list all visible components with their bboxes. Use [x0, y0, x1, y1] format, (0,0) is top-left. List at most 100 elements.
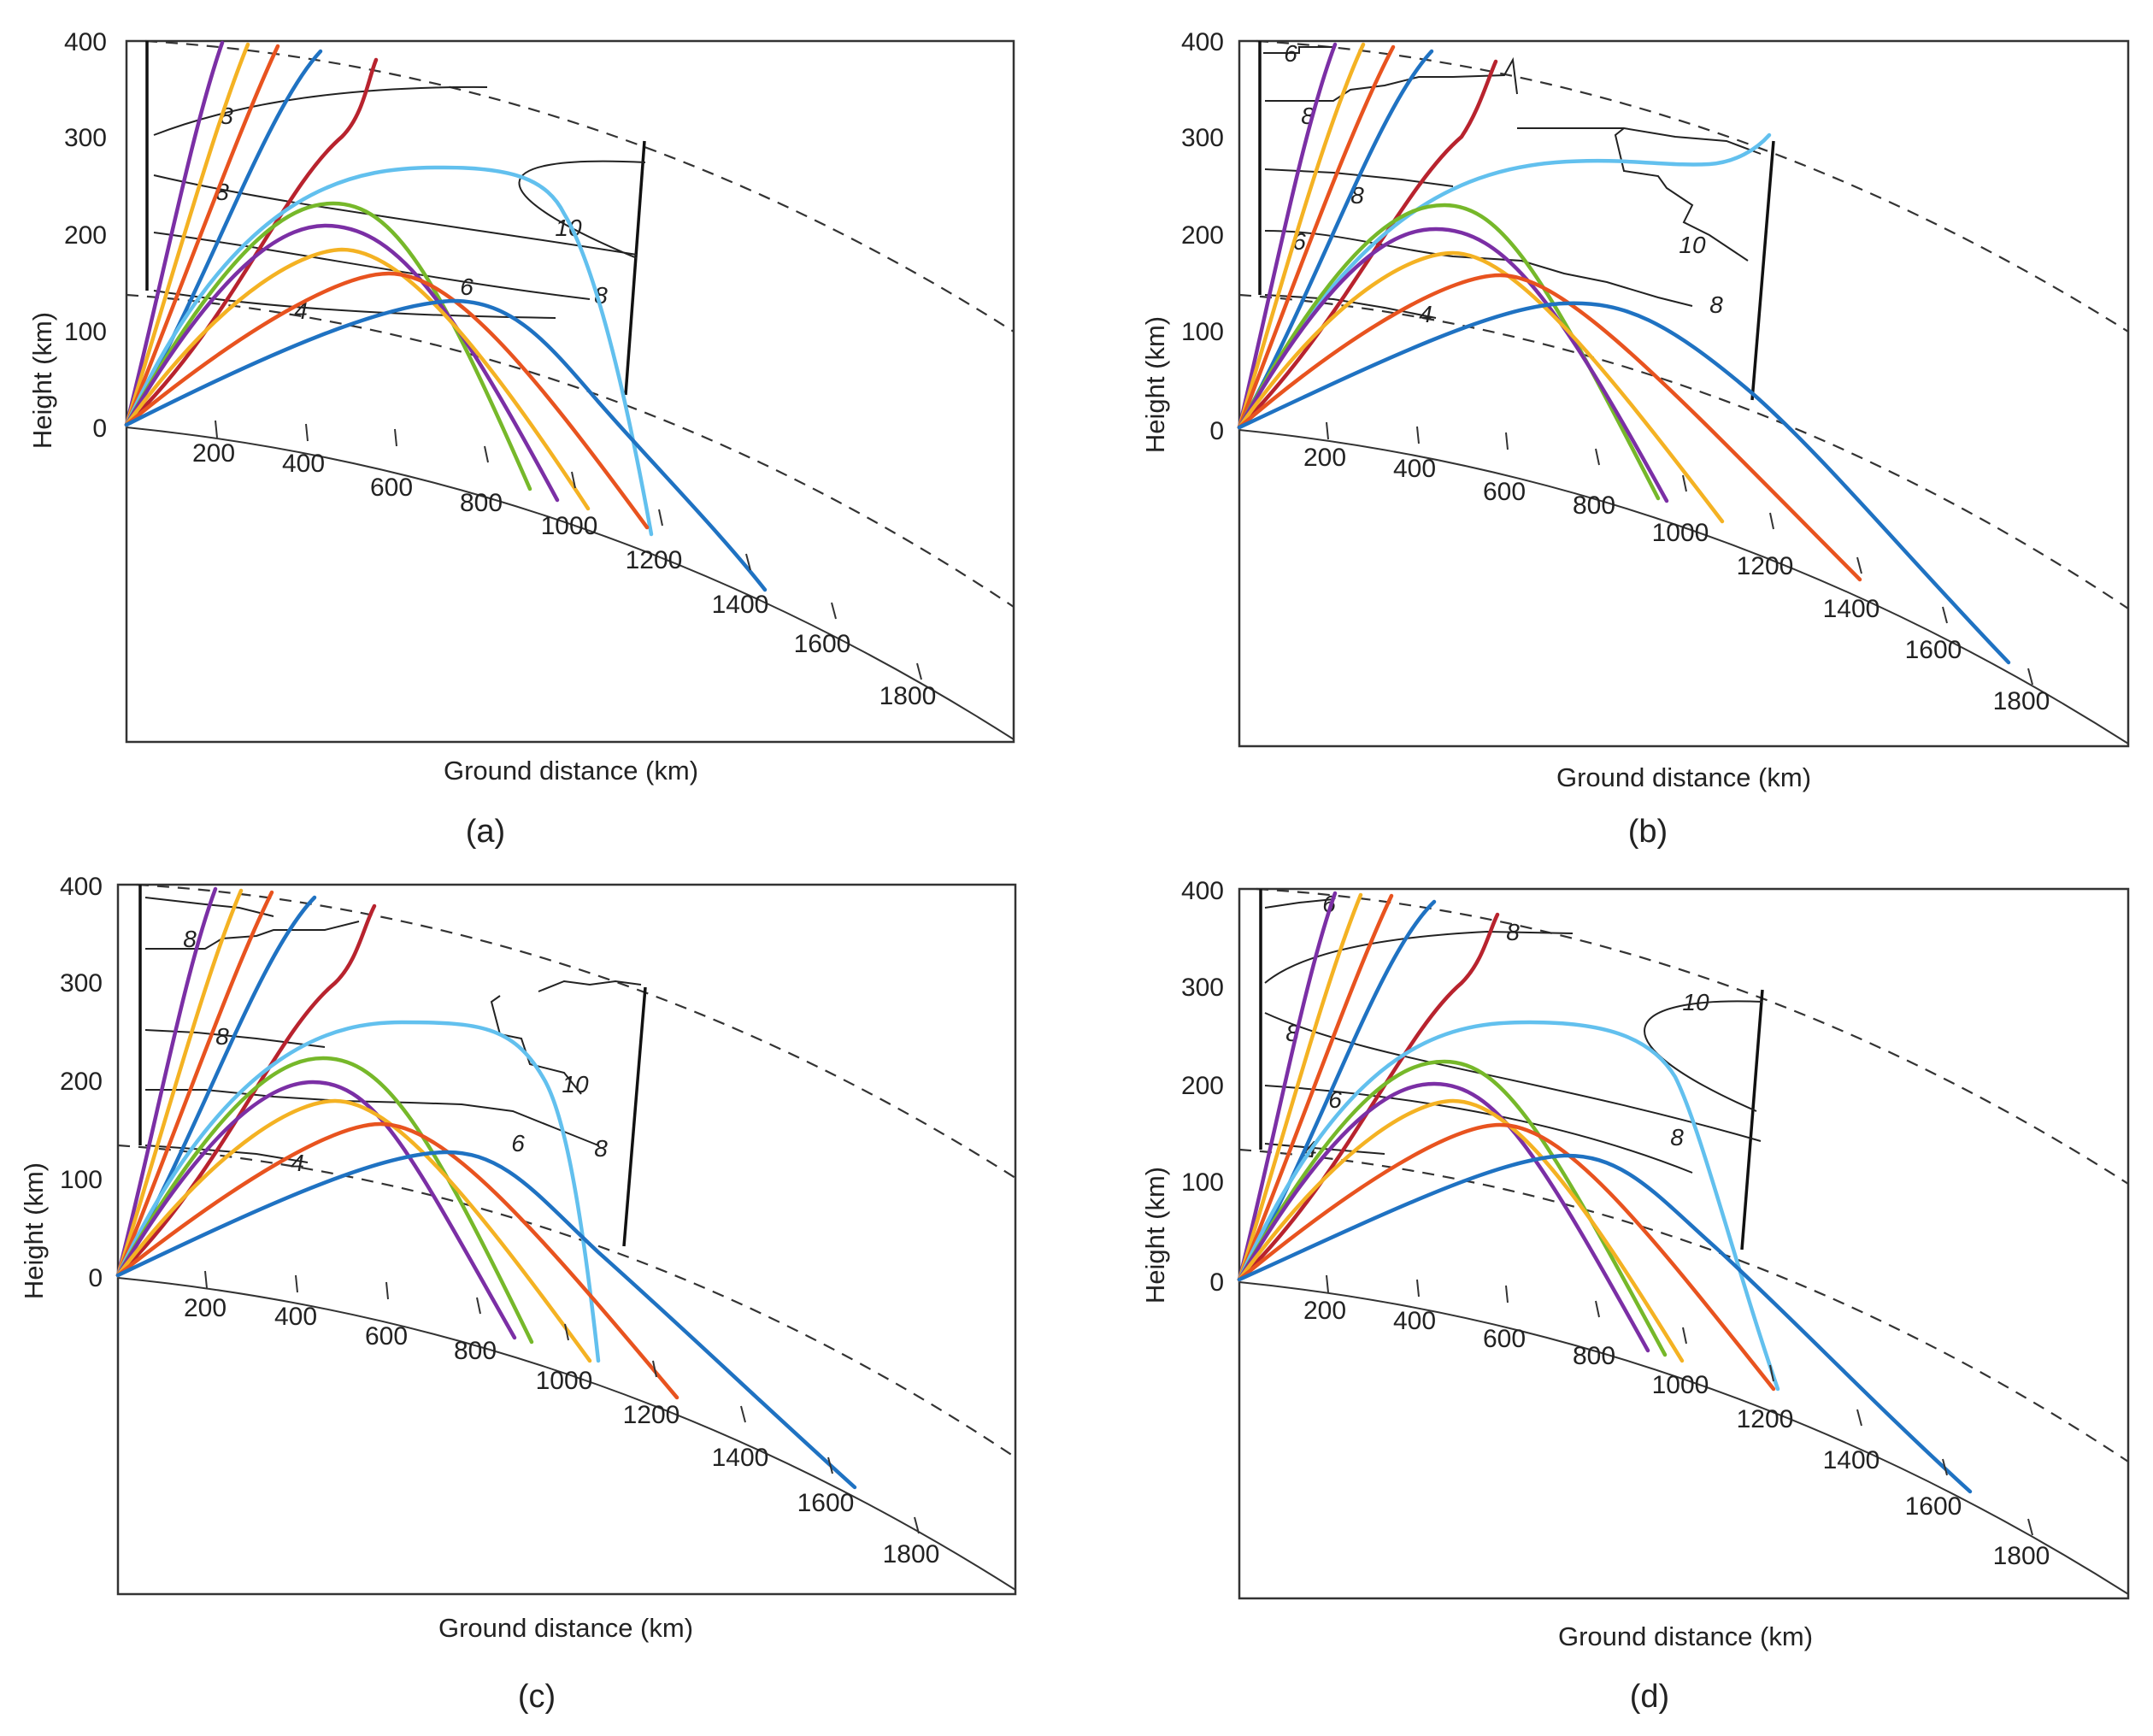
panel-c-contour [144, 1029, 326, 1048]
panel-a-ground-label: 1400 [712, 591, 769, 619]
panel-c-ground-tick [204, 1270, 208, 1289]
panel-a-ground-label: 800 [460, 489, 503, 517]
panel-c-ground-label: 1800 [883, 1540, 940, 1568]
panel-a-ray [124, 42, 250, 427]
panel-a-ground-tick [571, 471, 576, 489]
panel-c-ground-label: 1600 [797, 1489, 855, 1517]
panel-a-ground-label: 200 [192, 439, 235, 468]
panel-b-ray [1237, 42, 1338, 430]
panel-d-ytick-100: 100 [1181, 1168, 1224, 1197]
panel-a-contour [153, 85, 488, 136]
panel-c-ray [115, 890, 274, 1278]
panel-a-contour-label: 6 [460, 274, 474, 300]
panel-a-ground-tick [305, 423, 309, 442]
panel-b-ground-label: 1800 [1993, 687, 2050, 715]
panel-c-xlabel: Ground distance (km) [438, 1613, 693, 1643]
panel-d-ray [1237, 891, 1338, 1282]
panel-a-dash-lower [126, 293, 1015, 608]
panel-c-contour [490, 995, 582, 1095]
panel-a-ground-label: 600 [370, 474, 413, 502]
panel-d-ground-label: 1600 [1905, 1492, 1962, 1521]
panel-a-ground-label: 400 [282, 450, 325, 478]
panel-c-contour-label: 8 [215, 1023, 229, 1050]
panel-b-ray [1237, 49, 1434, 430]
panel-b-ray [1237, 132, 1772, 430]
panel-a-ytick-400: 400 [64, 28, 107, 56]
panel-b-ground-tick [1682, 474, 1687, 492]
panel-b-contour [1265, 56, 1518, 102]
panel-c-ground-tick [652, 1360, 657, 1378]
panel-a-ground-tick [658, 509, 663, 527]
panel-c-caption: (c) [518, 1679, 556, 1715]
panel-b-right-bar [1750, 140, 1775, 401]
panel-d-right-bar [1740, 989, 1764, 1251]
panel-b-contour [1264, 230, 1693, 307]
panel-d-ground-tick [1942, 1458, 1948, 1476]
panel-d-ray [1237, 1153, 1973, 1494]
panel-d-ray [1237, 893, 1394, 1282]
panel-c: 400 300 200 100 0 Height (km) Ground dis… [19, 873, 1017, 1715]
panel-c-ray [115, 1080, 517, 1340]
panel-c-ground-tick [476, 1297, 481, 1315]
panel-c-contour-label: 8 [594, 1135, 608, 1162]
panel-c-ray [115, 1020, 601, 1363]
panel-d-ray [1237, 892, 1363, 1282]
panel-c-contour [145, 1089, 599, 1146]
panel-a-ytick-100: 100 [64, 318, 107, 346]
panel-b-rays [1237, 42, 2011, 665]
panel-d-contour-label: 10 [1682, 989, 1709, 1015]
panel-c-ground-tick [564, 1323, 569, 1341]
panel-c-ground-tick [914, 1516, 920, 1534]
panel-b-ray [1237, 273, 1862, 582]
panel-c-ground-label: 1200 [623, 1401, 680, 1429]
panel-d-ytick-0: 0 [1209, 1268, 1224, 1297]
panel-c-ylabel: Height (km) [19, 1162, 49, 1299]
panel-a-ground-tick [394, 428, 397, 447]
panel-c-ground-tick [295, 1274, 298, 1293]
panel-a-ray [124, 223, 560, 503]
panel-b-contour-label: 6 [1284, 40, 1297, 67]
panel-d-ground-tick [1856, 1409, 1862, 1427]
panel-d-ground-label: 1000 [1652, 1371, 1709, 1399]
panel-d-ground-label: 200 [1303, 1297, 1346, 1325]
panel-c-ytick-300: 300 [60, 969, 103, 997]
panel-d-contour [1264, 1143, 1385, 1155]
panel-b-ray [1237, 59, 1498, 430]
panel-d-ground-curve [1238, 1281, 2129, 1595]
panel-b-ylabel: Height (km) [1140, 316, 1170, 453]
panel-a-right-bar [624, 140, 646, 396]
panel-d-ytick-300: 300 [1181, 974, 1224, 1002]
panel-d-ground-tick [1682, 1327, 1687, 1345]
panel-b-ground-label: 1600 [1905, 636, 1962, 664]
panel-b-ray [1237, 301, 2011, 665]
panel-c-ytick-400: 400 [60, 873, 103, 901]
panel-d-ground-tick [1505, 1285, 1509, 1303]
panel-c-ground-tick [740, 1405, 746, 1423]
panel-a-ground-tick [484, 445, 489, 463]
panel-a-ytick-200: 200 [64, 221, 107, 250]
panel-d-ray [1237, 1098, 1685, 1363]
panel-c-ground-label: 800 [454, 1337, 497, 1365]
panel-a: 400 300 200 100 0 Height (km) Ground dis… [27, 28, 1015, 850]
panel-d-ground-label: 400 [1393, 1307, 1436, 1335]
panel-d-dash-upper [1256, 887, 2129, 1185]
panel-d-caption: (d) [1630, 1679, 1669, 1715]
panel-b-contour [1614, 127, 1749, 262]
panel-c-ytick-0: 0 [88, 1264, 103, 1292]
panel-d-ground-tick [1595, 1300, 1600, 1318]
panel-a-contour [518, 160, 646, 259]
panel-c-ground-curve [117, 1277, 1016, 1591]
panel-c-contour [144, 897, 274, 917]
panel-d-frame [1238, 887, 2130, 1600]
panel-a-contour [153, 290, 556, 319]
panel-b-caption: (b) [1628, 814, 1668, 850]
panel-d-xlabel: Ground distance (km) [1558, 1621, 1813, 1651]
panel-d-ytick-400: 400 [1181, 877, 1224, 905]
panel-a-contour [153, 232, 591, 300]
panel-a-ground-label: 1600 [794, 630, 851, 658]
panel-b-ground-label: 400 [1393, 455, 1436, 483]
panel-a-xlabel: Ground distance (km) [444, 756, 698, 786]
panel-b-ray [1237, 227, 1669, 503]
panel-a-dash-upper [144, 39, 1015, 332]
